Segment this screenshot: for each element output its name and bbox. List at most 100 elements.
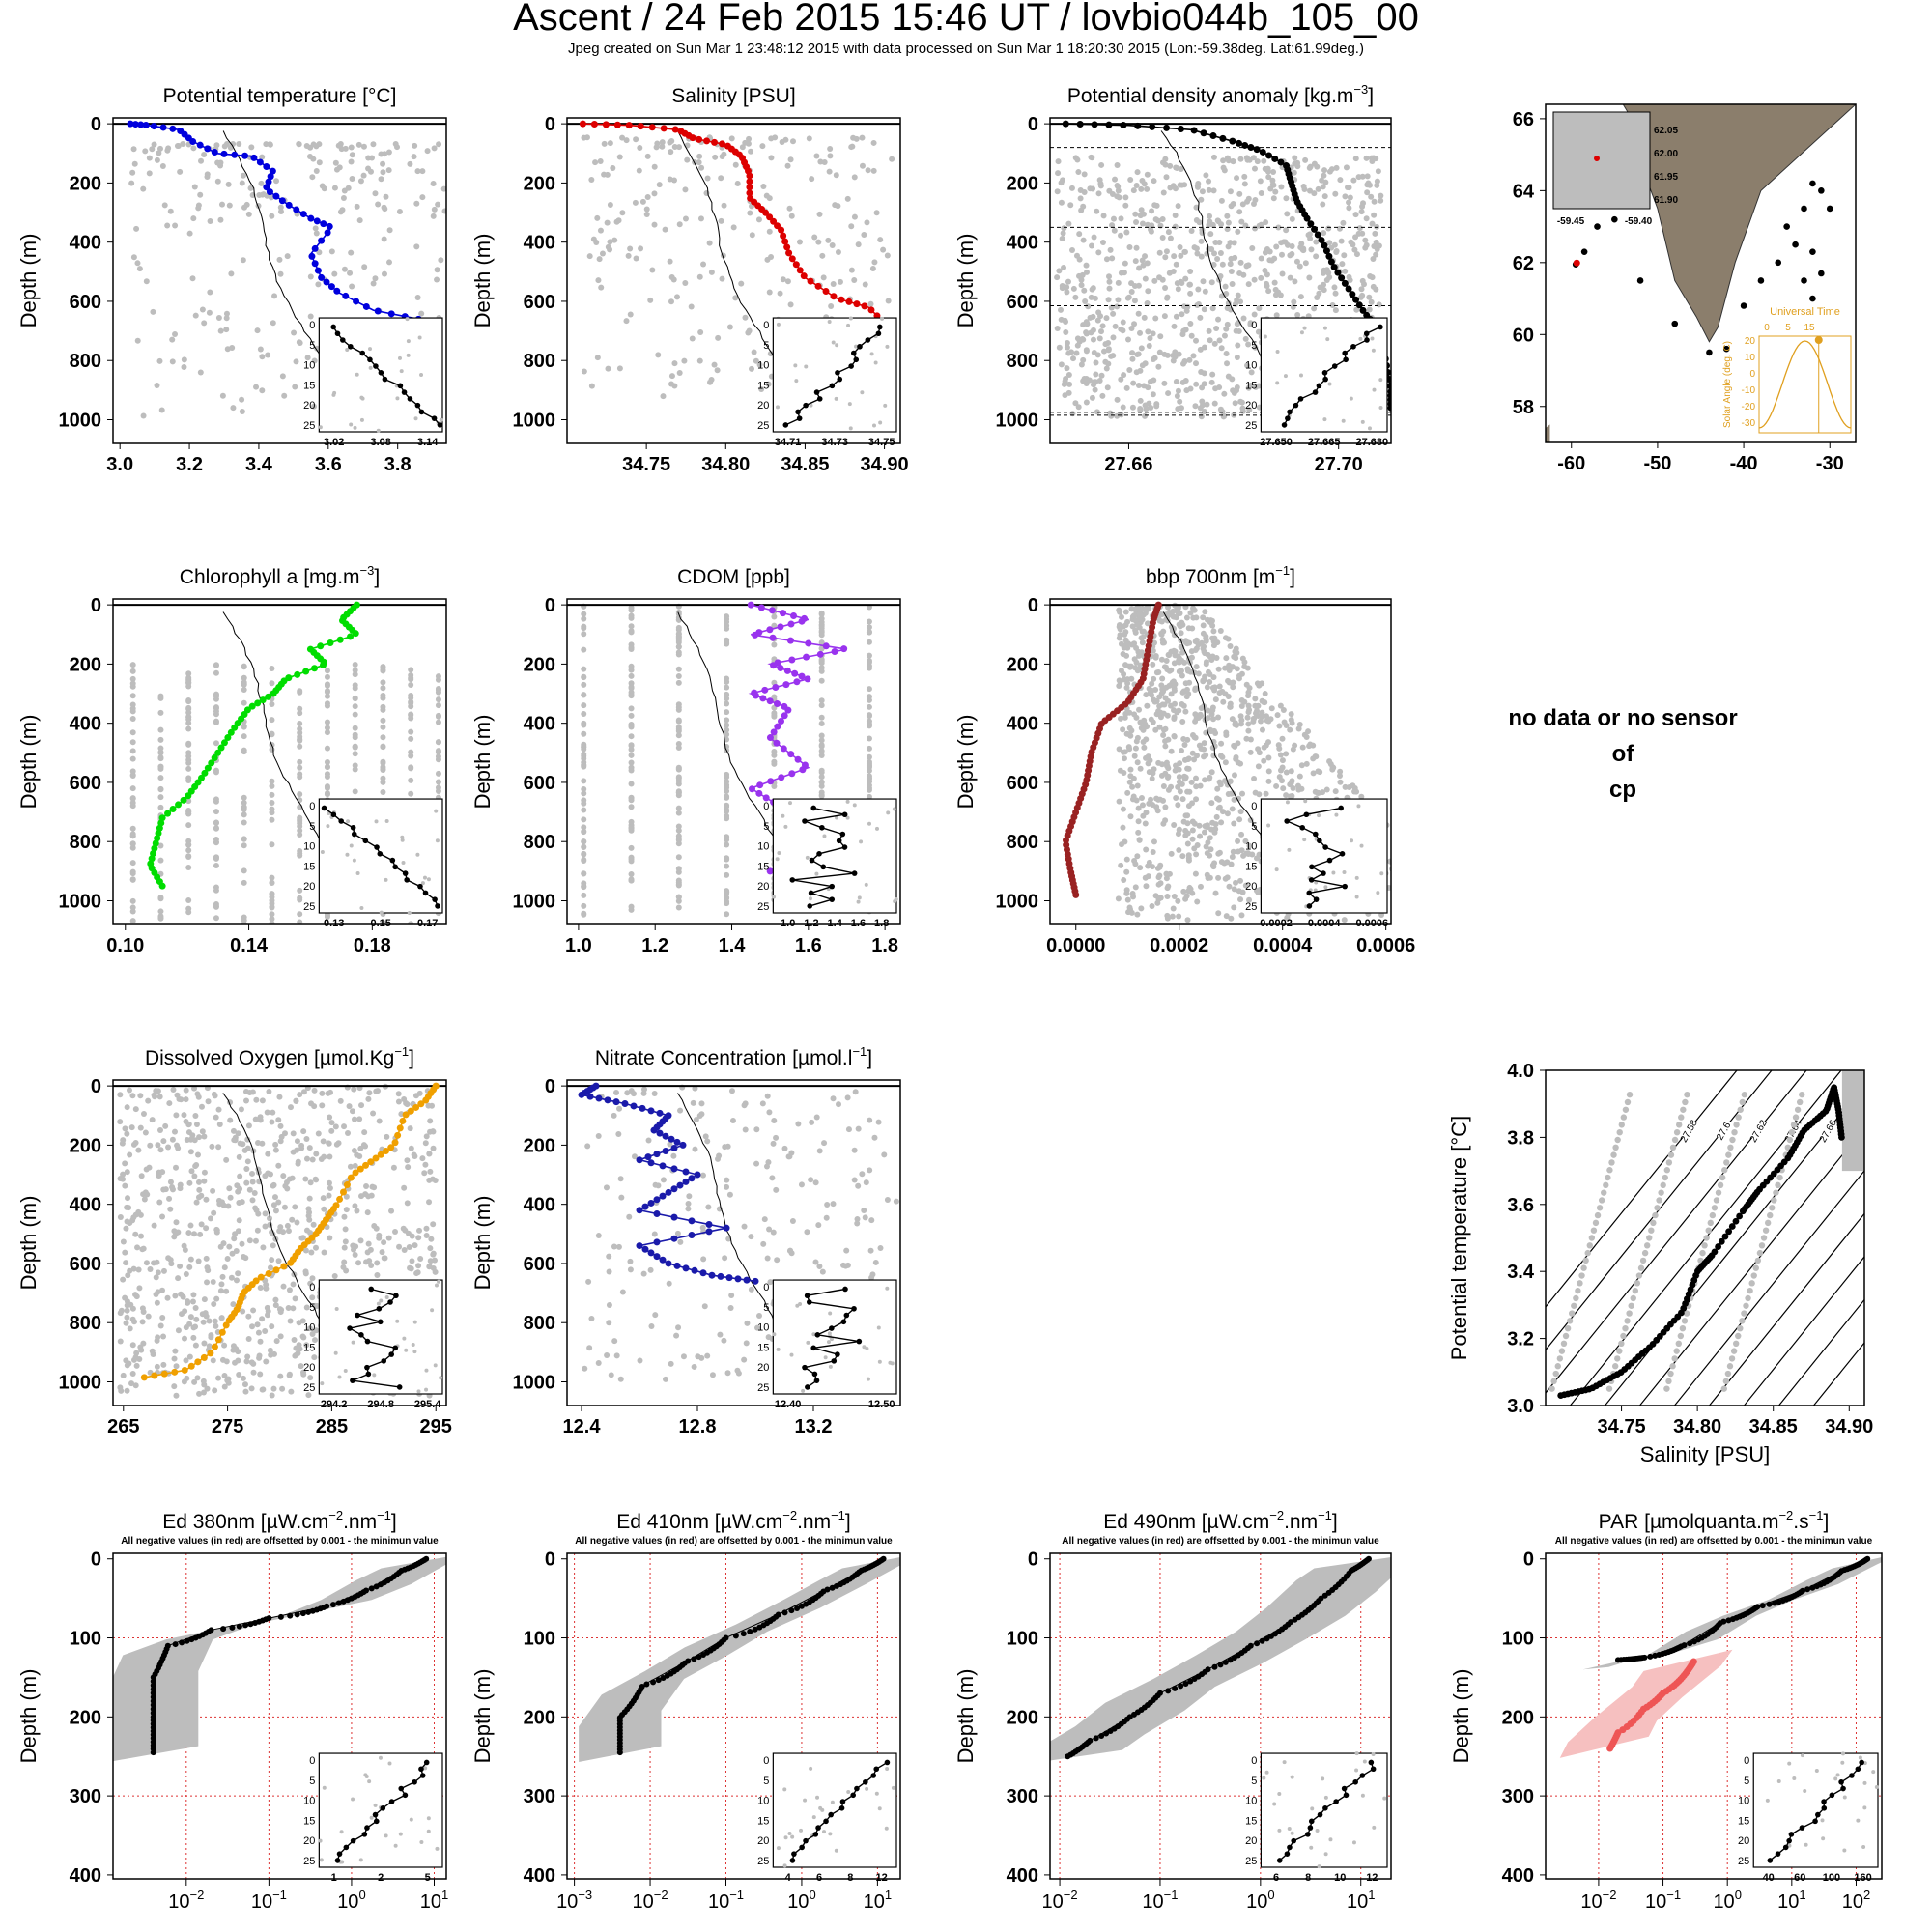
reference-point bbox=[1149, 775, 1155, 781]
reference-point bbox=[299, 1235, 306, 1241]
y-tick-label: 200 bbox=[70, 654, 101, 675]
reference-point bbox=[298, 1142, 305, 1149]
inset-reference-point bbox=[787, 801, 792, 806]
reference-point bbox=[1198, 253, 1205, 260]
reference-point bbox=[190, 215, 197, 222]
reference-point bbox=[385, 1235, 392, 1241]
data-point bbox=[204, 145, 212, 153]
reference-point bbox=[354, 1208, 360, 1214]
reference-point bbox=[221, 143, 228, 150]
reference-point bbox=[1094, 208, 1100, 214]
data-point bbox=[602, 121, 610, 128]
reference-point bbox=[241, 836, 247, 842]
reference-point bbox=[1125, 336, 1132, 343]
reference-point bbox=[1211, 250, 1218, 257]
reference-point bbox=[324, 693, 330, 699]
reference-point bbox=[257, 1338, 264, 1345]
reference-point bbox=[129, 918, 136, 924]
inset-x-tick-label: 1.0 bbox=[781, 918, 795, 929]
reference-point bbox=[1103, 256, 1110, 263]
reference-point bbox=[1184, 788, 1191, 795]
reference-point bbox=[1215, 316, 1222, 323]
reference-point bbox=[1148, 405, 1154, 412]
reference-point bbox=[235, 1270, 242, 1277]
reference-point bbox=[1227, 261, 1234, 268]
data-point bbox=[1253, 146, 1261, 154]
reference-point bbox=[328, 1127, 335, 1134]
reference-point bbox=[1422, 885, 1428, 891]
inset-y-tick-label: 15 bbox=[757, 861, 769, 872]
reference-point bbox=[415, 1235, 422, 1241]
reference-point bbox=[1063, 375, 1069, 382]
inset-x-tick-label: 3.14 bbox=[417, 437, 439, 448]
reference-point bbox=[1063, 328, 1069, 335]
reference-point bbox=[337, 1097, 344, 1104]
reference-point bbox=[321, 1153, 327, 1160]
reference-point bbox=[1133, 659, 1140, 666]
reference-point bbox=[1061, 264, 1066, 270]
reference-point bbox=[1073, 350, 1080, 356]
data-point bbox=[1105, 121, 1113, 128]
reference-point bbox=[1138, 207, 1145, 213]
reference-point bbox=[1152, 216, 1159, 223]
y-tick-label: 1000 bbox=[996, 891, 1039, 912]
reference-point bbox=[1122, 631, 1128, 638]
data-point bbox=[746, 184, 753, 191]
x-tick-label: 34.75 bbox=[622, 454, 670, 475]
reference-point bbox=[1289, 251, 1295, 258]
reference-point bbox=[435, 676, 441, 683]
reference-point bbox=[1158, 772, 1165, 779]
inset-data-point bbox=[378, 370, 384, 376]
reference-point bbox=[616, 365, 623, 372]
inset-y-tick-label: 5 bbox=[1251, 821, 1257, 833]
data-point bbox=[1307, 220, 1315, 228]
reference-point bbox=[1088, 329, 1094, 336]
reference-point bbox=[885, 298, 892, 304]
reference-point bbox=[153, 1088, 159, 1094]
reference-point bbox=[1401, 873, 1406, 879]
reference-point bbox=[1317, 284, 1323, 291]
reference-point bbox=[1363, 215, 1370, 222]
inset-reference-point bbox=[856, 899, 861, 904]
reference-point bbox=[349, 283, 355, 290]
reference-point bbox=[1124, 295, 1131, 301]
reference-point bbox=[1176, 913, 1182, 920]
reference-point bbox=[724, 717, 730, 724]
reference-point bbox=[1329, 301, 1336, 308]
reference-point bbox=[1131, 282, 1138, 289]
reference-point bbox=[361, 264, 368, 270]
reference-point bbox=[1136, 667, 1143, 673]
reference-point bbox=[1251, 775, 1258, 781]
reference-point bbox=[1128, 289, 1135, 296]
reference-point bbox=[1140, 211, 1147, 217]
reference-point bbox=[1162, 804, 1169, 810]
reference-point bbox=[1074, 342, 1081, 349]
reference-point bbox=[1247, 320, 1254, 327]
reference-point bbox=[1134, 352, 1141, 358]
reference-point bbox=[213, 1114, 219, 1121]
reference-point bbox=[255, 1329, 262, 1336]
reference-point bbox=[581, 761, 587, 768]
reference-point bbox=[724, 779, 730, 785]
reference-point bbox=[871, 259, 878, 266]
reference-point bbox=[1236, 816, 1243, 823]
reference-point bbox=[1194, 898, 1201, 905]
inset-data-point bbox=[802, 818, 808, 824]
reference-point bbox=[1112, 176, 1119, 183]
reference-point bbox=[1306, 274, 1313, 281]
reference-point bbox=[129, 739, 136, 746]
inset-data-point bbox=[437, 422, 443, 428]
data-point bbox=[788, 770, 796, 778]
reference-point bbox=[1152, 726, 1159, 733]
reference-point bbox=[297, 710, 303, 717]
reference-point bbox=[1200, 614, 1207, 621]
reference-point bbox=[381, 1255, 387, 1262]
reference-point bbox=[328, 248, 335, 255]
data-point bbox=[311, 665, 319, 672]
reference-point bbox=[820, 274, 827, 281]
reference-point bbox=[1258, 718, 1264, 724]
reference-point bbox=[185, 670, 192, 677]
reference-point bbox=[241, 699, 247, 706]
reference-point bbox=[1162, 725, 1169, 732]
reference-point bbox=[768, 155, 775, 161]
